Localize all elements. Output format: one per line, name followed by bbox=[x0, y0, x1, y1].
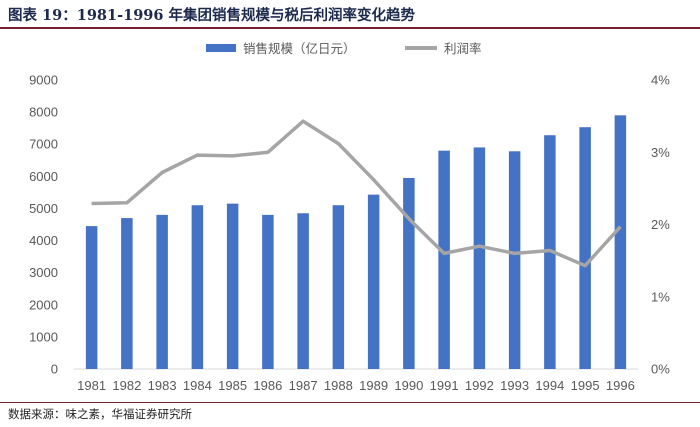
y-right-tick-label: 0% bbox=[651, 362, 670, 377]
sales-bar bbox=[579, 127, 591, 369]
x-tick-label: 1996 bbox=[606, 378, 635, 393]
bar-series bbox=[85, 115, 627, 369]
chart-area: 销售规模（亿日元） 利润率 0 1000 2000 3000 4000 5000 6000 7… bbox=[29, 41, 670, 393]
x-tick-label: 1983 bbox=[148, 378, 177, 393]
right-axis: 0% 1% 2% 3% 4% bbox=[651, 73, 670, 377]
y-left-tick-label: 3000 bbox=[29, 265, 58, 280]
y-right-tick-label: 4% bbox=[651, 73, 670, 88]
legend-line-label: 利润率 bbox=[444, 41, 482, 56]
x-axis: 1981 1982 1983 1984 1985 1986 1987 1988 1989 1990… bbox=[77, 378, 635, 393]
y-left-tick-label: 8000 bbox=[29, 105, 58, 120]
x-tick-label: 1992 bbox=[465, 378, 494, 393]
sales-bar bbox=[156, 214, 168, 369]
x-tick-label: 1988 bbox=[324, 378, 353, 393]
sales-bar bbox=[473, 147, 486, 369]
sales-bar bbox=[191, 205, 204, 369]
x-tick-label: 1981 bbox=[77, 378, 106, 393]
title-divider bbox=[0, 27, 700, 29]
sales-bar bbox=[508, 151, 521, 369]
sales-bar bbox=[121, 218, 133, 369]
x-tick-label: 1990 bbox=[394, 378, 423, 393]
x-tick-label: 1991 bbox=[430, 378, 459, 393]
y-left-tick-label: 2000 bbox=[29, 297, 58, 312]
x-tick-label: 1986 bbox=[253, 378, 282, 393]
source-note: 数据来源：味之素，华福证券研究所 bbox=[8, 407, 192, 421]
footer-divider bbox=[0, 402, 700, 403]
y-right-tick-label: 2% bbox=[651, 217, 670, 232]
x-tick-label: 1989 bbox=[359, 378, 388, 393]
legend-bar-swatch bbox=[206, 44, 236, 52]
chart-title: 图表 19：1981-1996 年集团销售规模与税后利润率变化趋势 bbox=[8, 7, 416, 24]
y-left-tick-label: 7000 bbox=[29, 137, 58, 152]
x-tick-label: 1982 bbox=[112, 378, 141, 393]
x-tick-label: 1993 bbox=[500, 378, 529, 393]
x-tick-label: 1994 bbox=[535, 378, 564, 393]
y-left-tick-label: 5000 bbox=[29, 201, 58, 216]
profit-rate-line bbox=[91, 119, 622, 268]
y-left-tick-label: 6000 bbox=[29, 169, 58, 184]
sales-bar bbox=[438, 150, 450, 369]
x-tick-label: 1987 bbox=[289, 378, 318, 393]
sales-bar bbox=[403, 177, 415, 369]
left-axis: 0 1000 2000 3000 4000 5000 6000 7000 8000 9000 bbox=[29, 73, 58, 377]
sales-bar bbox=[85, 226, 98, 369]
sales-bar bbox=[226, 203, 239, 369]
y-left-tick-label: 4000 bbox=[29, 233, 58, 248]
y-left-tick-label: 1000 bbox=[29, 329, 58, 344]
legend: 销售规模（亿日元） 利润率 bbox=[206, 41, 482, 56]
sales-bar bbox=[614, 115, 627, 369]
x-tick-label: 1984 bbox=[183, 378, 212, 393]
x-tick-label: 1995 bbox=[571, 378, 600, 393]
legend-bar-label: 销售规模（亿日元） bbox=[243, 41, 356, 56]
y-right-tick-label: 1% bbox=[651, 289, 670, 304]
y-left-tick-label: 0 bbox=[51, 362, 58, 377]
sales-bar bbox=[262, 214, 274, 369]
y-left-tick-label: 9000 bbox=[29, 73, 58, 88]
sales-bar bbox=[367, 194, 380, 369]
y-right-tick-label: 3% bbox=[651, 145, 670, 160]
sales-bar bbox=[332, 205, 345, 369]
x-tick-label: 1985 bbox=[218, 378, 247, 393]
sales-bar bbox=[297, 213, 309, 369]
